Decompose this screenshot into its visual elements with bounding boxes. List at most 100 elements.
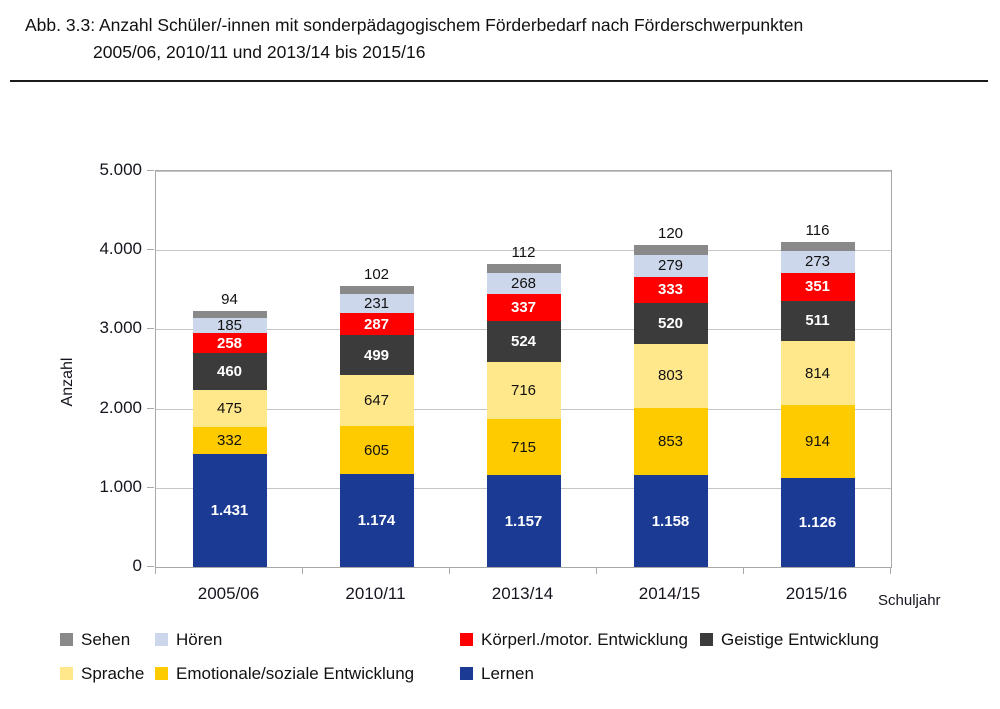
legend-swatch: [60, 633, 73, 646]
y-gridline: [156, 250, 891, 252]
y-axis-tick: [147, 249, 154, 251]
x-axis-tick: [155, 567, 156, 574]
bar-segment: [633, 302, 708, 345]
bar-segment: [780, 272, 855, 301]
x-axis-tick: [302, 567, 303, 574]
bar-top-label: 116: [805, 221, 830, 239]
bar-segment: [486, 263, 561, 273]
bar-top-label: 94: [221, 290, 238, 308]
y-tick-label: 4.000: [99, 239, 142, 259]
legend-label: Geistige Entwicklung: [721, 629, 879, 649]
bar-segment: [192, 389, 267, 428]
legend-item: Sprache: [60, 663, 155, 684]
bar-value-label: 914: [804, 433, 831, 451]
bar-segment: [780, 340, 855, 406]
x-axis-tick: [890, 567, 891, 574]
bar-value-label: 351: [804, 278, 831, 296]
bar-value-label: 337: [510, 298, 537, 316]
bar-value-label: 332: [216, 432, 243, 449]
bar-value-label: 1.431: [210, 501, 249, 519]
bar-segment: [780, 241, 855, 252]
y-tick-label: 5.000: [99, 160, 142, 179]
bar-segment: [192, 318, 267, 333]
bar-segment: [486, 320, 561, 362]
bar-segment: [339, 286, 414, 295]
bar-value-label: 231: [363, 295, 390, 312]
x-axis-tick: [449, 567, 450, 574]
bar-segment: [192, 332, 267, 354]
y-axis-tick: [147, 328, 154, 330]
x-axis-title: Schuljahr: [878, 592, 941, 609]
y-tick-label: 3.000: [99, 318, 142, 338]
legend-item: Hören: [155, 629, 460, 650]
bar-segment: [486, 272, 561, 294]
legend-label: Emotionale/soziale Entwicklung: [176, 663, 415, 683]
legend-swatch: [460, 633, 473, 646]
x-category-label: 2013/14: [491, 584, 554, 603]
y-axis-tick: [147, 566, 154, 567]
bar-segment: [486, 475, 561, 567]
x-category-label: 2014/15: [638, 584, 701, 603]
bar-segment: [486, 293, 561, 321]
x-category-label: 2010/11: [345, 584, 406, 603]
bar-value-label: 814: [804, 364, 831, 382]
bar-segment: [486, 418, 561, 476]
bar-value-label: 279: [657, 257, 684, 274]
x-category-label: 2005/06: [197, 584, 260, 603]
y-tick-label: 2.000: [99, 397, 142, 417]
y-tick-label: 1.000: [99, 476, 142, 496]
y-axis-tick: [147, 407, 154, 409]
bar-value-label: 511: [805, 312, 830, 330]
bar-segment: [780, 300, 855, 341]
legend-swatch: [460, 667, 473, 680]
bar-segment: [192, 353, 267, 390]
legend-swatch: [155, 633, 168, 646]
bar-value-label: 1.174: [357, 512, 396, 529]
legend-item: Sehen: [60, 629, 155, 650]
legend: Sehen Hören Körperl./motor. Entwicklung Gei…: [60, 629, 980, 684]
bar-segment: [339, 312, 414, 336]
legend-swatch: [700, 633, 713, 646]
bar-value-label: 287: [363, 315, 390, 333]
bar-segment: [339, 474, 414, 567]
bar-value-label: 520: [657, 315, 684, 332]
legend-label: Hören: [176, 629, 223, 649]
x-axis-tick: [743, 567, 744, 574]
figure-caption: Abb. 3.3: Anzahl Schüler/-innen mit sond…: [25, 12, 975, 66]
legend-label: Sehen: [81, 629, 131, 649]
legend-item: Körperl./motor. Entwicklung: [460, 629, 700, 650]
legend-swatch: [60, 667, 73, 680]
bar-top-label: 120: [657, 225, 684, 242]
bar-segment: [192, 310, 267, 319]
bar-segment: [339, 374, 414, 427]
caption-line-1: Abb. 3.3: Anzahl Schüler/-innen mit sond…: [25, 15, 804, 35]
bar-top-label: 112: [511, 243, 536, 261]
y-axis-tick: [147, 486, 154, 488]
bar-value-label: 715: [510, 438, 537, 456]
caption-divider: [10, 80, 988, 82]
bar-segment: [780, 477, 855, 567]
bar-segment: [633, 407, 708, 476]
bar-segment: [633, 254, 708, 277]
bar-value-label: 333: [657, 281, 684, 299]
bar-value-label: 1.157: [504, 512, 543, 530]
bar-value-label: 258: [216, 334, 243, 352]
bar-segment: [633, 276, 708, 303]
bar-value-label: 1.126: [798, 513, 837, 531]
bar-segment: [339, 426, 414, 474]
bar-value-label: 605: [363, 441, 390, 459]
bar-segment: [780, 251, 855, 273]
bar-segment: [192, 453, 267, 567]
bar-value-label: 268: [510, 274, 537, 292]
plot-area: 1.431 332 475 460 258 185 94 1.174 605 647 499 287 2…: [155, 170, 892, 568]
bar-value-label: 853: [657, 433, 684, 450]
bar-segment: [339, 335, 414, 375]
legend-item: Emotionale/soziale Entwicklung: [155, 663, 460, 684]
y-axis-title: Anzahl: [59, 357, 76, 407]
caption-line-2: 2005/06, 2010/11 und 2013/14 bis 2015/16: [93, 42, 426, 62]
legend-swatch: [155, 667, 168, 680]
bar-segment: [339, 294, 414, 313]
bar-value-label: 460: [216, 363, 243, 380]
bar-value-label: 499: [363, 346, 390, 364]
